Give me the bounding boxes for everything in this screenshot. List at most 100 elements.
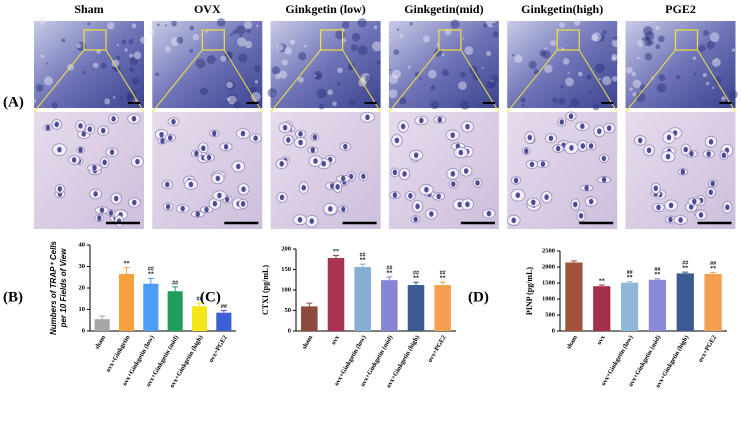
texture <box>490 75 499 83</box>
texture <box>164 46 171 53</box>
panel-label: (B) <box>3 289 23 305</box>
texture <box>364 75 373 83</box>
significance: ## <box>172 280 178 286</box>
texture <box>254 65 261 73</box>
texture <box>512 53 515 57</box>
nucleus <box>217 192 222 199</box>
texture <box>644 31 655 41</box>
texture <box>562 58 570 65</box>
texture <box>46 62 49 65</box>
nucleus <box>413 152 419 158</box>
nucleus <box>424 186 429 193</box>
nucleus <box>180 205 185 212</box>
texture <box>192 33 200 41</box>
texture <box>611 56 617 62</box>
significance: ** <box>148 272 154 278</box>
zoom-box <box>83 29 107 51</box>
significance: ** <box>386 270 392 276</box>
nucleus <box>206 154 212 161</box>
texture <box>246 28 252 34</box>
texture <box>176 36 184 44</box>
texture <box>632 79 642 89</box>
nucleus <box>408 193 413 199</box>
nucleus <box>215 175 221 182</box>
texture <box>38 17 46 25</box>
y-axis-label: per 10 Fields of View <box>59 248 68 329</box>
nucleus <box>240 130 246 137</box>
nucleus <box>437 116 442 123</box>
nucleus <box>559 119 564 125</box>
nucleus <box>584 185 589 191</box>
texture <box>625 66 633 74</box>
x-tick-label: ovx+PGE2 <box>427 334 448 364</box>
texture <box>199 87 208 96</box>
nucleus <box>413 216 418 223</box>
texture <box>462 37 465 40</box>
nucleus <box>204 206 209 213</box>
texture <box>313 70 323 80</box>
nucleus <box>429 211 434 217</box>
texture <box>124 48 128 52</box>
texture <box>655 25 660 31</box>
bar <box>648 279 667 331</box>
texture <box>705 81 710 86</box>
nucleus <box>188 181 194 188</box>
significance: ** <box>333 249 339 255</box>
texture <box>601 65 605 69</box>
nucleus <box>689 204 694 210</box>
texture <box>648 21 652 24</box>
column-header: Sham <box>74 2 103 16</box>
texture <box>244 40 253 49</box>
nucleus <box>668 202 674 209</box>
nucleus <box>212 200 218 207</box>
texture <box>216 18 226 27</box>
bar <box>676 273 694 331</box>
texture <box>709 32 720 43</box>
texture <box>129 67 134 73</box>
texture <box>389 68 392 71</box>
micrograph-low <box>34 21 144 108</box>
texture <box>728 90 738 100</box>
x-tick-label: ovx+PGE2 <box>208 334 229 364</box>
texture <box>205 30 208 33</box>
nucleus <box>450 132 455 138</box>
texture <box>713 58 716 61</box>
texture <box>396 28 400 31</box>
texture <box>229 32 233 36</box>
texture <box>289 39 296 45</box>
texture <box>43 76 53 86</box>
texture <box>567 71 570 74</box>
texture <box>31 98 37 104</box>
y-tick-label: 10 <box>79 306 86 313</box>
texture <box>486 81 494 89</box>
nucleus <box>708 189 713 196</box>
nucleus <box>111 116 116 122</box>
nucleus <box>597 128 602 135</box>
texture <box>721 96 726 101</box>
nucleus <box>573 201 578 208</box>
y-tick-label: 2500 <box>542 247 555 254</box>
bar <box>143 283 159 331</box>
nucleus <box>297 216 303 223</box>
texture <box>422 35 430 43</box>
texture <box>232 29 238 35</box>
y-tick-label: 30 <box>79 263 86 270</box>
nucleus <box>113 195 119 202</box>
nucleus <box>282 124 288 131</box>
texture <box>635 92 646 103</box>
texture <box>592 103 600 111</box>
nucleus <box>328 206 333 212</box>
panel-label: (D) <box>468 289 489 305</box>
nucleus <box>335 183 340 190</box>
y-tick-label: 0 <box>552 327 555 334</box>
zoom-line <box>33 49 85 113</box>
texture <box>697 44 706 53</box>
zoom-line <box>105 49 145 113</box>
texture <box>238 53 248 63</box>
nucleus <box>638 137 643 144</box>
column-header: Ginkgetin (low) <box>285 2 365 16</box>
y-tick-label: 200 <box>281 245 291 252</box>
zoom-box <box>674 29 699 51</box>
significance: ## <box>221 304 227 310</box>
texture <box>544 47 547 50</box>
